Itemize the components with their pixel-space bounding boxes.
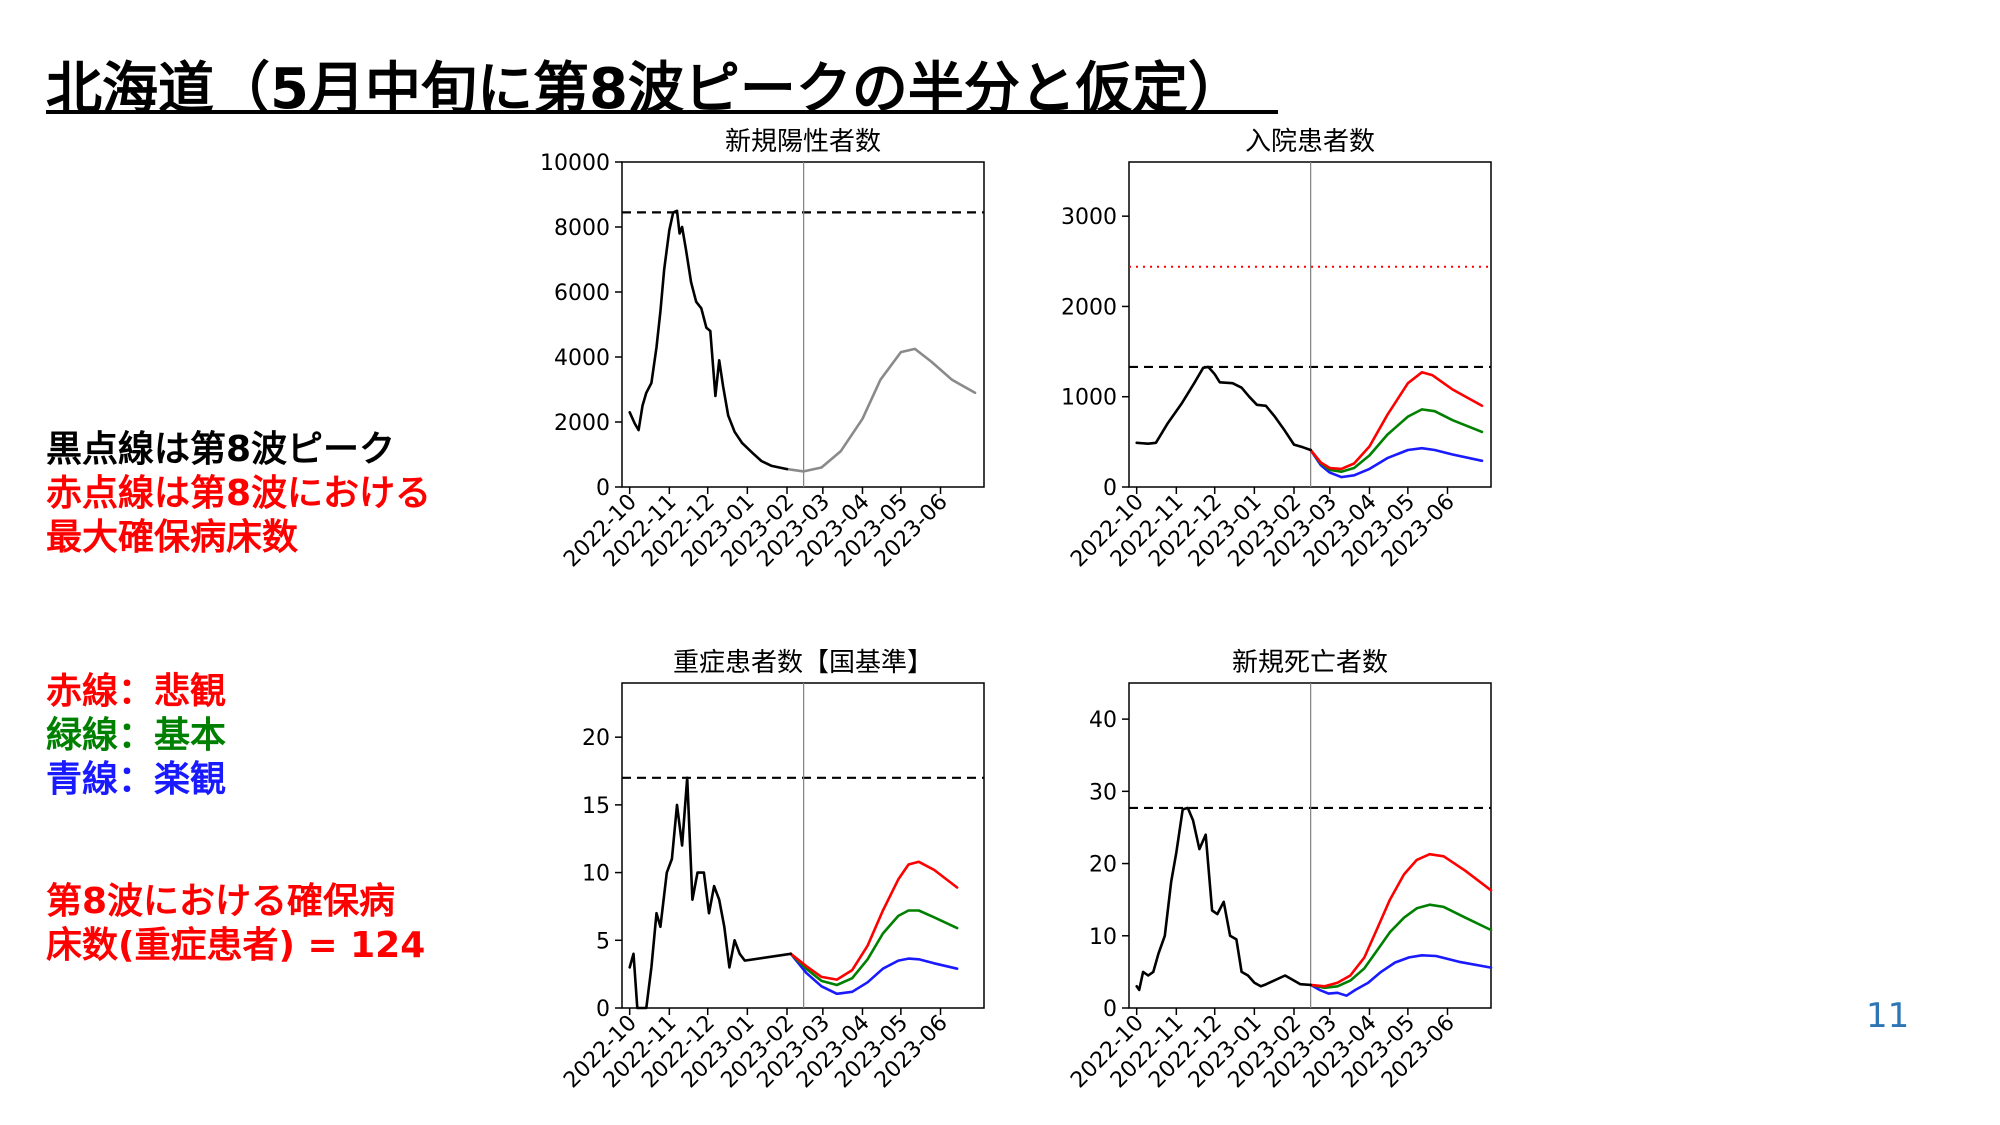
- plot-frame: [621, 682, 985, 1009]
- series-pessimistic: [789, 860, 959, 981]
- red-dotted-line-note-1: 赤点線は第8波における: [46, 473, 432, 514]
- y-tick-label: 5: [596, 929, 610, 954]
- chart-3: 重症患者数【国基準】051015202022-102022-112022-122…: [559, 648, 985, 1093]
- series-optimistic: [1309, 954, 1493, 997]
- y-tick-label: 10: [582, 862, 610, 887]
- y-tick-label: 0: [596, 476, 610, 501]
- y-tick-label: 3000: [1061, 205, 1117, 230]
- y-tick-label: 1000: [1061, 386, 1117, 411]
- red-dotted-line-note-2: 最大確保病床数: [46, 517, 299, 558]
- chart-2: 入院患者数01000200030002022-102022-112022-122…: [1061, 127, 1492, 572]
- y-tick-label: 20: [582, 726, 610, 751]
- bed-count-note-2: 床数(重症患者) = 124: [46, 925, 426, 966]
- y-tick-label: 8000: [554, 216, 610, 241]
- scenario-red-note: 赤線：悲観: [46, 671, 227, 712]
- y-tick-label: 15: [582, 794, 610, 819]
- y-tick-label: 6000: [554, 281, 610, 306]
- y-tick-label: 2000: [1061, 295, 1117, 320]
- y-tick-label: 40: [1089, 708, 1117, 733]
- plot-frame: [1128, 161, 1492, 488]
- series-pessimistic: [1309, 852, 1493, 988]
- series-baseline: [789, 909, 959, 987]
- series-optimistic: [789, 952, 959, 996]
- page-number: 11: [1866, 996, 1910, 1036]
- y-tick-label: 4000: [554, 346, 610, 371]
- series-actual: [628, 776, 793, 1010]
- bed-count-note-1: 第8波における確保病: [46, 881, 396, 922]
- chart-title: 重症患者数【国基準】: [673, 648, 933, 678]
- series-actual: [628, 209, 789, 471]
- chart-title: 入院患者数: [1245, 127, 1375, 157]
- series-optimistic: [1309, 446, 1484, 479]
- y-tick-label: 0: [1103, 476, 1117, 501]
- scenario-blue-note: 青線：楽観: [46, 759, 227, 800]
- chart-1: 新規陽性者数02000400060008000100002022-102022-…: [540, 127, 985, 572]
- series-actual: [1135, 365, 1312, 452]
- y-tick-label: 10000: [540, 151, 610, 176]
- y-tick-label: 30: [1089, 780, 1117, 805]
- plot-frame: [621, 161, 985, 488]
- scenario-green-note: 緑線：基本: [46, 715, 227, 756]
- series-actual: [1135, 806, 1312, 992]
- plot-frame: [1128, 682, 1492, 1009]
- black-dashed-line-note: 黒点線は第8波ピーク: [46, 429, 396, 470]
- series-projection: [785, 347, 977, 473]
- y-tick-label: 20: [1089, 853, 1117, 878]
- chart-title: 新規陽性者数: [725, 127, 881, 157]
- y-tick-label: 2000: [554, 411, 610, 436]
- y-tick-label: 10: [1089, 925, 1117, 950]
- series-baseline: [1309, 408, 1484, 473]
- title-underline: [46, 110, 1278, 114]
- chart-4: 新規死亡者数0102030402022-102022-112022-122023…: [1066, 648, 1493, 1093]
- y-tick-label: 0: [596, 997, 610, 1022]
- chart-title: 新規死亡者数: [1232, 648, 1388, 678]
- y-tick-label: 0: [1103, 997, 1117, 1022]
- series-pessimistic: [1309, 371, 1484, 471]
- series-baseline: [1309, 903, 1493, 990]
